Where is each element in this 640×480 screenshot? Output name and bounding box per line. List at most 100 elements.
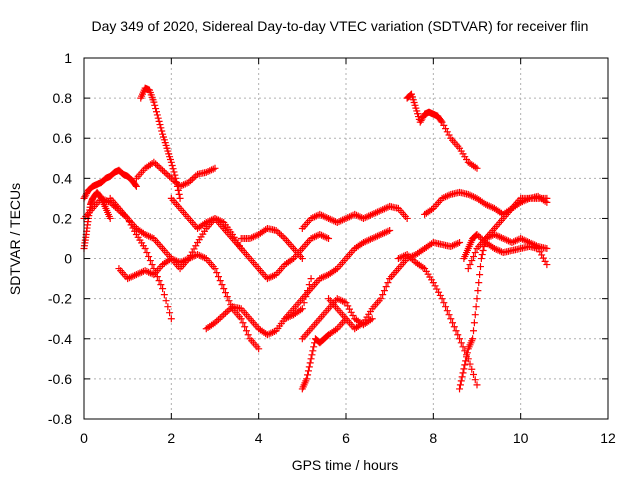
data-point (162, 170, 170, 178)
data-point (459, 343, 467, 351)
series-layer (80, 84, 551, 393)
data-point (160, 168, 168, 176)
x-tick-label: 4 (255, 430, 263, 446)
data-point (167, 158, 175, 166)
data-point (192, 242, 200, 250)
data-point (188, 175, 196, 183)
data-point (168, 161, 176, 169)
data-point (440, 299, 448, 307)
data-point (463, 353, 471, 361)
data-point (304, 371, 312, 379)
data-point (477, 255, 485, 263)
data-point (170, 168, 178, 176)
data-point (456, 385, 464, 393)
data-point (157, 165, 165, 173)
data-point (159, 285, 167, 293)
data-point (468, 257, 476, 265)
data-point (141, 245, 149, 253)
data-point (541, 257, 549, 265)
data-point (306, 359, 314, 367)
data-point (152, 105, 160, 113)
data-point (176, 194, 184, 202)
grid (84, 58, 608, 419)
x-tick-label: 12 (600, 430, 616, 446)
data-point (169, 165, 177, 173)
data-point (279, 233, 287, 241)
data-point (167, 315, 175, 323)
data-point (463, 349, 471, 357)
data-point (221, 289, 229, 297)
data-point (462, 357, 470, 365)
data-point (538, 251, 546, 259)
y-tick-label: 1 (64, 50, 72, 66)
data-point (437, 117, 445, 125)
series-track-18 (456, 230, 551, 393)
data-point (216, 314, 224, 322)
series-track-20 (460, 230, 551, 269)
data-point (156, 121, 164, 129)
data-point (461, 361, 469, 369)
data-point (469, 335, 477, 343)
data-point (155, 277, 163, 285)
data-point (474, 287, 482, 295)
series-track-21 (298, 295, 376, 343)
data-point (157, 281, 165, 289)
series-track-10 (237, 224, 306, 263)
data-point (272, 226, 280, 234)
data-point (379, 291, 387, 299)
data-point (155, 163, 163, 171)
data-point (468, 365, 476, 373)
series-track-09 (167, 194, 333, 283)
data-point (213, 269, 221, 277)
data-point (221, 309, 229, 317)
x-tick-label: 8 (429, 430, 437, 446)
data-point (216, 277, 224, 285)
series-track-07 (115, 251, 263, 353)
y-axis-label: SDTVAR / TECUs (7, 183, 23, 295)
data-point (159, 166, 167, 174)
data-point (473, 295, 481, 303)
series-track-01 (80, 166, 140, 202)
data-point (303, 375, 311, 383)
data-point (457, 377, 465, 385)
data-point (445, 311, 453, 319)
y-tick-label: -0.2 (48, 291, 72, 307)
data-point (442, 303, 450, 311)
data-point (160, 291, 168, 299)
data-point (443, 307, 451, 315)
data-point (152, 160, 160, 168)
data-point (349, 312, 357, 320)
x-axis-label: GPS time / hours (292, 457, 399, 473)
data-point (470, 319, 478, 327)
data-point (470, 370, 478, 378)
series-track-03 (137, 84, 184, 202)
data-point (211, 164, 219, 172)
data-point (380, 287, 388, 295)
data-point (132, 182, 140, 190)
data-point (452, 327, 460, 335)
data-point (456, 381, 464, 389)
data-point (476, 271, 484, 279)
data-point (310, 343, 318, 351)
data-point (464, 265, 472, 273)
data-point (148, 261, 156, 269)
data-point (255, 345, 263, 353)
data-point (386, 226, 394, 234)
series-track-16 (403, 90, 481, 172)
series-track-17 (421, 188, 551, 218)
data-point (447, 315, 455, 323)
data-point (190, 174, 198, 182)
data-point (344, 302, 352, 310)
data-point (214, 316, 222, 324)
data-point (146, 257, 154, 265)
data-point (239, 319, 247, 327)
data-point (154, 114, 162, 122)
data-point (470, 327, 478, 335)
data-point (473, 164, 481, 172)
data-point (456, 335, 464, 343)
y-tick-label: 0.2 (53, 210, 73, 226)
series-track-04 (132, 158, 219, 190)
data-point (536, 248, 544, 256)
data-point (460, 365, 468, 373)
data-point (220, 285, 228, 293)
